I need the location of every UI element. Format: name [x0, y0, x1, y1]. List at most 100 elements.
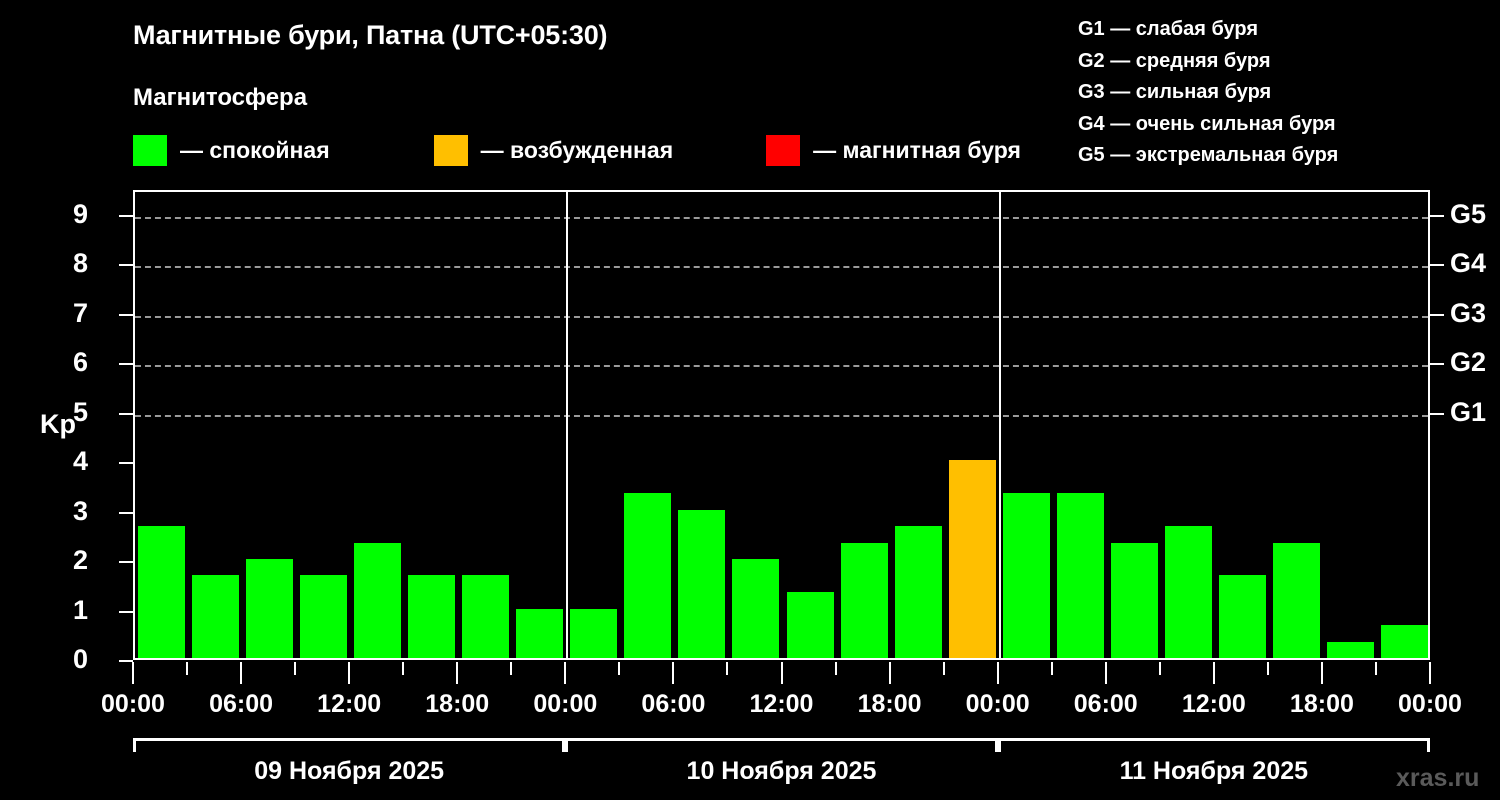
- y-tick-label-9: 9: [72, 198, 88, 229]
- bar: [732, 559, 780, 658]
- bar: [1380, 624, 1428, 658]
- gridline-kp-8: [135, 266, 1428, 269]
- x-tick-mark: [1050, 662, 1053, 675]
- x-tick-mark: [618, 662, 621, 675]
- y-tick-mark-7: [119, 313, 133, 316]
- x-tick-label: 12:00: [1181, 690, 1246, 718]
- x-tick-mark: [996, 662, 999, 684]
- x-tick-label: 18:00: [425, 690, 490, 718]
- bar: [786, 592, 834, 658]
- x-tick-label: 12:00: [749, 690, 814, 718]
- x-tick-mark: [456, 662, 459, 684]
- y-tick-label-4: 4: [72, 446, 88, 477]
- calm-swatch: [133, 134, 167, 166]
- g-tick-mark-g1: [1430, 412, 1444, 415]
- y-tick-label-0: 0: [72, 644, 88, 674]
- g-tick-label-g1: G1: [1450, 396, 1487, 427]
- y-tick-label-1: 1: [72, 594, 88, 625]
- bar: [624, 493, 672, 658]
- storm-scale-legend: G1 — слабая буря G2 — средняя буря G3 — си…: [1078, 14, 1338, 172]
- day-separator-1: [566, 192, 569, 658]
- storm-scale-line-g3: G3 — сильная буря: [1078, 81, 1272, 103]
- bar: [948, 460, 996, 658]
- bar: [192, 575, 240, 658]
- y-tick-mark-9: [119, 214, 133, 217]
- plot-area: [133, 190, 1430, 660]
- storm-scale-line-g4: G4 — очень сильная буря: [1078, 112, 1336, 135]
- legend-label-calm: — спокойная: [180, 136, 330, 163]
- x-tick-mark: [564, 662, 567, 684]
- x-tick-label: 00:00: [533, 690, 598, 718]
- day-separator-2: [998, 192, 1001, 658]
- x-tick-mark: [1266, 662, 1269, 675]
- x-tick-mark: [132, 662, 134, 684]
- x-tick-label: 12:00: [317, 690, 382, 718]
- y-tick-label-8: 8: [72, 248, 88, 279]
- date-label-2: 10 Ноября 2025: [686, 757, 877, 785]
- legend-item-storm: — магнитная буря: [766, 134, 1021, 166]
- g-tick-mark-g5: [1430, 214, 1444, 217]
- y-tick-mark-8: [119, 264, 133, 267]
- y-tick-label-7: 7: [72, 297, 88, 328]
- legend-item-calm: — спокойная: [133, 134, 330, 166]
- x-tick-mark: [1104, 662, 1107, 684]
- bar: [1002, 493, 1050, 658]
- y-tick-mark-2: [119, 561, 133, 564]
- y-tick-label-2: 2: [72, 545, 88, 576]
- page-title: Магнитные бури, Патна (UTC+05:30): [133, 20, 608, 50]
- bar: [840, 542, 888, 658]
- x-tick-mark: [294, 662, 297, 675]
- x-tick-mark: [1158, 662, 1161, 675]
- bars-container: [135, 192, 1428, 658]
- bar: [462, 575, 510, 658]
- x-tick-label: 00:00: [965, 690, 1030, 718]
- y-tick-mark-5: [119, 412, 133, 415]
- storm-scale-line-g2: G2 — средняя буря: [1078, 49, 1271, 72]
- x-tick-mark: [1374, 662, 1377, 675]
- y-axis-title: Kp: [40, 409, 76, 439]
- date-bracket-3: [997, 738, 1430, 752]
- bar: [408, 575, 456, 658]
- g-tick-mark-g2: [1430, 363, 1444, 366]
- gridline-kp-5: [135, 414, 1428, 417]
- g-tick-label-g4: G4: [1450, 248, 1487, 279]
- bar: [1056, 493, 1104, 658]
- g-tick-label-g3: G3: [1450, 297, 1487, 328]
- x-tick-label: 06:00: [641, 690, 706, 718]
- x-tick-mark: [1212, 662, 1215, 684]
- bar: [570, 608, 618, 658]
- x-tick-label: 00:00: [101, 690, 165, 718]
- x-tick-mark: [240, 662, 243, 684]
- g-tick-mark-g3: [1430, 313, 1444, 316]
- bar: [516, 608, 564, 658]
- x-tick-mark: [1320, 662, 1323, 684]
- g-tick-mark-g4: [1430, 264, 1444, 267]
- bar: [1272, 542, 1320, 658]
- y-tick-mark-0: [119, 660, 133, 662]
- unsettled-swatch: [433, 134, 468, 166]
- bar: [1110, 542, 1158, 658]
- x-tick-label: 18:00: [1289, 690, 1354, 718]
- x-tick-mark: [888, 662, 891, 684]
- x-tick-mark: [726, 662, 729, 675]
- bar: [354, 542, 402, 658]
- x-tick-label: 18:00: [857, 690, 922, 718]
- gridline-kp-9: [135, 216, 1428, 219]
- x-tick-mark: [510, 662, 513, 675]
- x-tick-mark: [942, 662, 945, 675]
- storm-scale-line-g1: G1 — слабая буря: [1078, 18, 1259, 40]
- x-tick-label: 06:00: [1073, 690, 1138, 718]
- bar: [1164, 525, 1212, 658]
- x-tick-mark: [186, 662, 189, 675]
- y-tick-mark-4: [119, 462, 133, 465]
- storm-scale-line-g5: G5 — экстремальная буря: [1078, 144, 1339, 166]
- bar: [678, 509, 726, 658]
- bar: [894, 525, 942, 658]
- bar: [246, 559, 294, 658]
- gridline-kp-6: [135, 365, 1428, 368]
- x-tick-mark: [834, 662, 837, 675]
- gridline-kp-7: [135, 315, 1428, 318]
- x-tick-mark: [1429, 662, 1431, 684]
- y-tick-label-6: 6: [72, 347, 88, 378]
